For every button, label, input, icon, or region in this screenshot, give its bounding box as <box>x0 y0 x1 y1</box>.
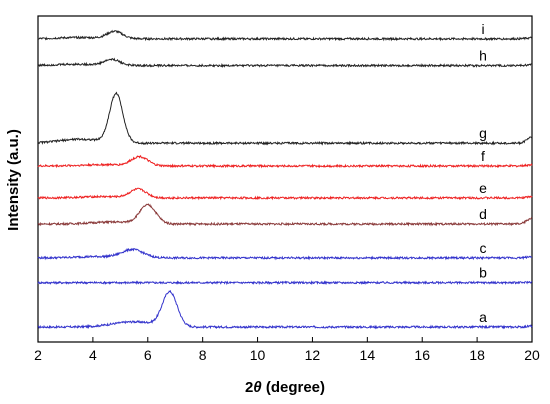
trace-i <box>37 29 533 42</box>
trace-label-d: d <box>479 206 487 222</box>
x-ticks-group: 2 4 6 8 10 12 14 16 18 20 <box>34 337 540 363</box>
traces-group <box>37 29 533 330</box>
x-axis-title: 2θ (degree) <box>245 379 325 396</box>
x-tick-label: 12 <box>305 347 321 363</box>
x-tick-label: 16 <box>414 347 430 363</box>
trace-d <box>37 203 533 227</box>
trace-label-g: g <box>479 125 487 141</box>
trace-label-c: c <box>480 240 487 256</box>
x-tick-label: 4 <box>89 347 97 363</box>
plot-frame <box>37 15 533 343</box>
trace-a <box>37 289 533 330</box>
x-tick-label: 6 <box>144 347 152 363</box>
trace-label-i: i <box>481 21 484 37</box>
x-tick-label: 18 <box>469 347 485 363</box>
trace-c <box>37 247 533 261</box>
trace-b <box>37 280 533 286</box>
trace-label-b: b <box>479 265 487 281</box>
trace-label-e: e <box>479 180 487 196</box>
trace-label-a: a <box>479 309 487 325</box>
x-tick-label: 10 <box>250 347 266 363</box>
trace-label-f: f <box>481 148 485 164</box>
trace-label-h: h <box>479 48 487 64</box>
x-tick-label: 20 <box>524 347 540 363</box>
x-tick-label: 8 <box>199 347 207 363</box>
x-tick-label: 14 <box>360 347 376 363</box>
trace-g <box>37 91 533 146</box>
trace-e <box>37 187 533 201</box>
trace-h <box>37 57 533 69</box>
y-axis-title: Intensity (a.u.) <box>5 129 22 231</box>
x-tick-label: 2 <box>34 347 42 363</box>
trace-f <box>37 154 533 169</box>
